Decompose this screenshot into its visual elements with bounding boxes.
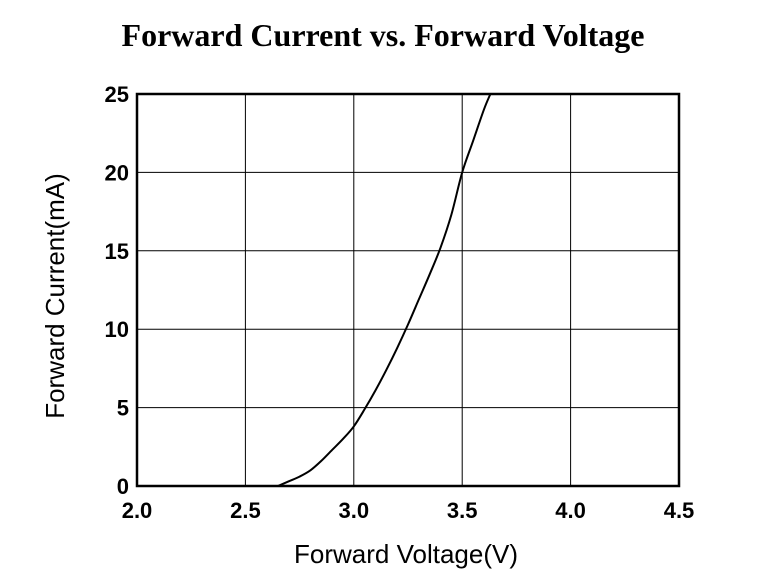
x-tick-label: 4.0: [555, 498, 586, 523]
grid-layer: [137, 94, 679, 486]
x-tick-label: 2.5: [230, 498, 261, 523]
series-layer: [276, 93, 492, 487]
y-tick-label: 20: [105, 160, 129, 185]
y-axis-label: Forward Current(mA): [40, 173, 70, 419]
chart-title: Forward Current vs. Forward Voltage: [122, 17, 645, 53]
x-axis-label: Forward Voltage(V): [294, 539, 518, 569]
y-tick-label: 25: [105, 82, 129, 107]
x-tick-label: 2.0: [122, 498, 153, 523]
x-tick-label: 4.5: [664, 498, 695, 523]
axis-layer: 2.0 2.5 3.0 3.5 4.0 4.5 0 5 10 15 20 25: [105, 82, 695, 523]
x-tick-label: 3.0: [339, 498, 370, 523]
y-tick-label: 15: [105, 239, 129, 264]
y-tick-label: 0: [117, 474, 129, 499]
y-tick-label: 10: [105, 317, 129, 342]
forward-current-curve: [276, 93, 492, 487]
plot-frame: [135, 92, 681, 488]
y-tick-label: 5: [117, 396, 129, 421]
x-tick-label: 3.5: [447, 498, 478, 523]
